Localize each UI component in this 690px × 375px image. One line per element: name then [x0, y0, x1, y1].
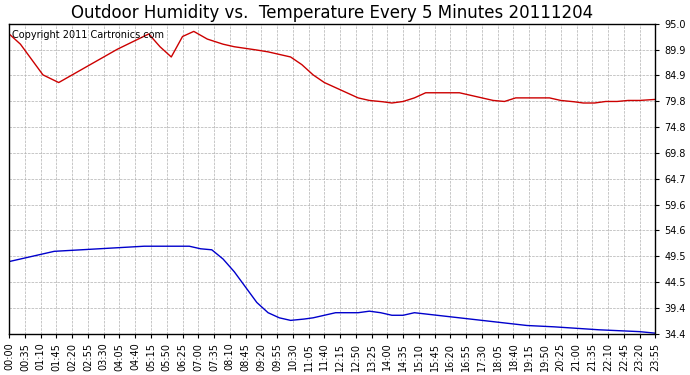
Title: Outdoor Humidity vs.  Temperature Every 5 Minutes 20111204: Outdoor Humidity vs. Temperature Every 5…: [71, 4, 593, 22]
Text: Copyright 2011 Cartronics.com: Copyright 2011 Cartronics.com: [12, 30, 164, 40]
